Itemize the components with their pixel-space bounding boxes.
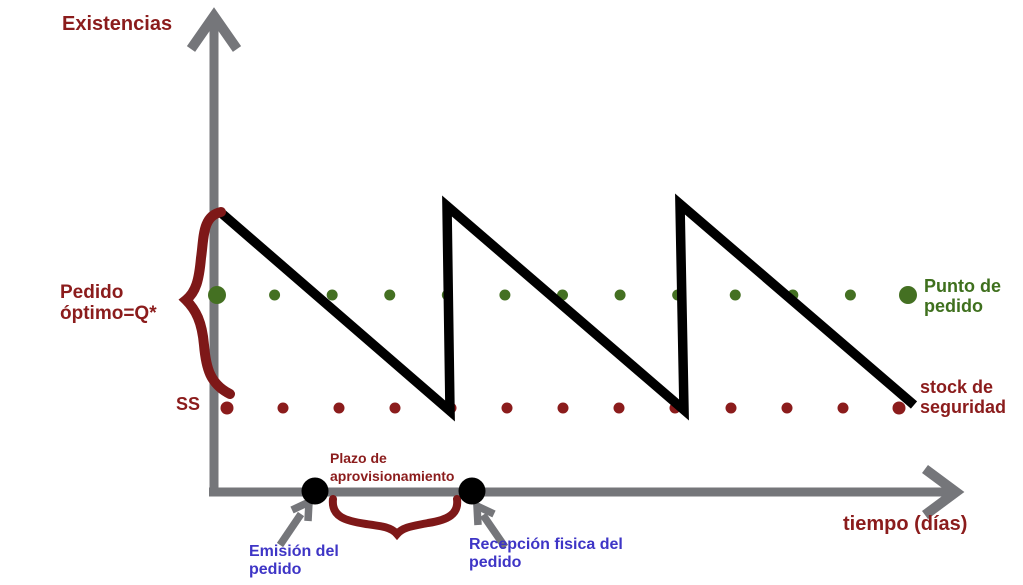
x-axis-arrow-icon <box>922 464 965 520</box>
reorder-point-label: Punto de pedido <box>924 276 1001 317</box>
inventory-sawtooth-line <box>215 193 918 422</box>
order-quantity-brace <box>178 207 235 399</box>
reorder-dot <box>614 289 626 301</box>
reorder-dot <box>844 289 856 301</box>
safety-dot <box>613 402 625 414</box>
safety-stock-label: stock de seguridad <box>920 377 1007 418</box>
reorder-dot <box>326 289 338 301</box>
safety-dot <box>725 402 737 414</box>
safety-dot <box>220 401 234 415</box>
lead-time-brace <box>328 495 462 541</box>
x-axis-label: tiempo (días) <box>843 513 968 535</box>
lead-time-label: Plazo de aprovisionamiento <box>330 450 455 484</box>
order-receipt-dot <box>458 477 486 505</box>
safety-dot <box>557 402 569 414</box>
safety-dot <box>837 402 849 414</box>
y-axis-label: Existencias <box>62 13 173 35</box>
order-receipt-arrow-icon <box>472 499 509 550</box>
safety-dot <box>277 402 289 414</box>
reorder-dot <box>729 289 741 301</box>
reorder-dot <box>269 289 281 301</box>
reorder-dot <box>899 286 917 304</box>
safety-stock-abbr-label: SS <box>176 394 201 414</box>
safety-dot <box>389 402 401 414</box>
safety-dot <box>333 402 345 414</box>
order-issue-arrow-icon <box>276 495 314 548</box>
order-issue-label: Emisión del pedido <box>249 543 339 579</box>
safety-dot <box>501 402 513 414</box>
y-axis-arrow-icon <box>186 7 242 52</box>
order-receipt-label: Recepción fisica del pedido <box>469 536 623 572</box>
reorder-dot <box>499 289 511 301</box>
order-quantity-label: Pedido óptimo=Q* <box>60 282 157 325</box>
reorder-dot <box>208 286 226 304</box>
safety-dot <box>781 402 793 414</box>
reorder-dot <box>384 289 396 301</box>
safety-stock-dotted-line <box>220 401 906 415</box>
order-issue-dot <box>301 477 329 505</box>
event-dots <box>301 477 486 505</box>
safety-dot <box>892 401 906 415</box>
